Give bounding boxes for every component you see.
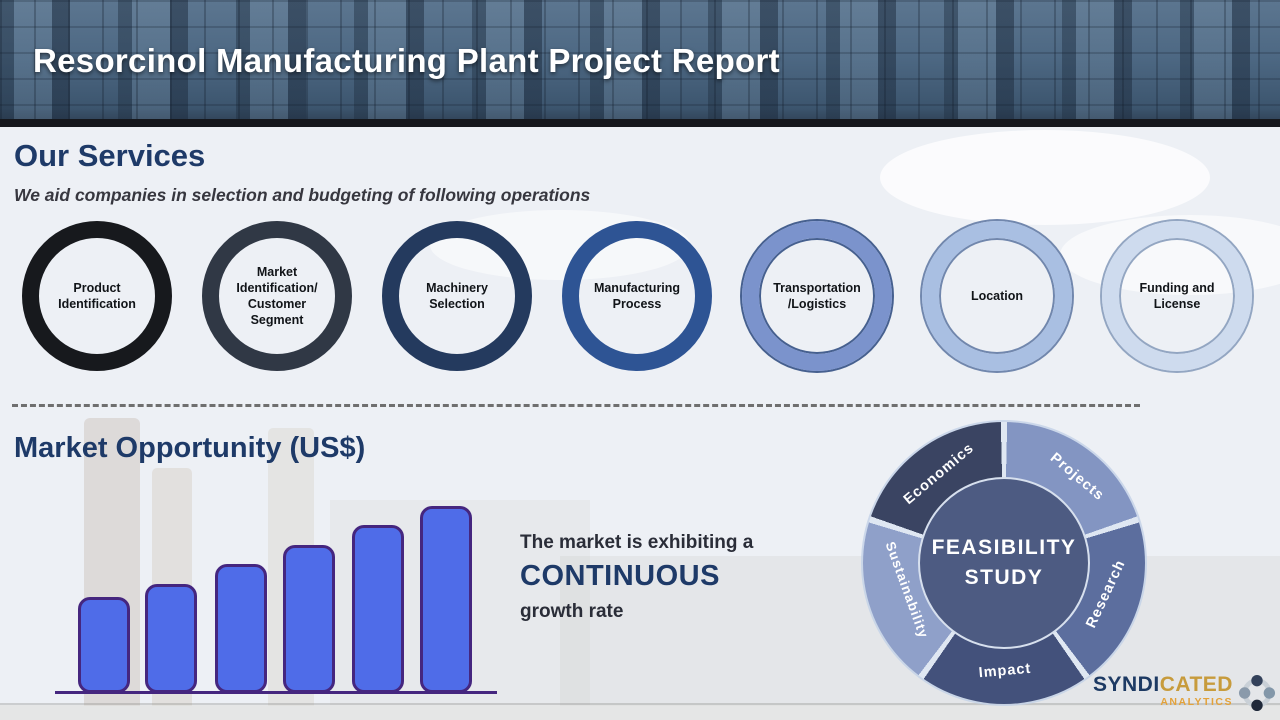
section-divider bbox=[12, 404, 1140, 407]
donut-center: FEASIBILITY STUDY bbox=[918, 477, 1090, 649]
growth-statement: The market is exhibiting a CONTINUOUS gr… bbox=[520, 532, 753, 623]
market-opportunity-heading: Market Opportunity (US$) bbox=[14, 432, 366, 464]
bar bbox=[420, 506, 472, 693]
service-circle: Funding and License bbox=[1102, 221, 1252, 371]
service-circle: Market Identification/ Customer Segment bbox=[202, 221, 352, 371]
logo-text: SYNDICATED ANALYTICS bbox=[1093, 674, 1233, 708]
service-circle: Manufacturing Process bbox=[562, 221, 712, 371]
bar bbox=[352, 525, 404, 693]
service-circle: Product Identification bbox=[22, 221, 172, 371]
service-label: Location bbox=[970, 288, 1024, 303]
growth-statement-line3: growth rate bbox=[520, 601, 624, 622]
donut-segment-label-research: Research bbox=[1083, 557, 1129, 631]
background-cloud bbox=[880, 130, 1210, 225]
donut-center-label: FEASIBILITY STUDY bbox=[931, 535, 1077, 589]
service-label: Funding and License bbox=[1139, 280, 1215, 311]
bar bbox=[145, 584, 197, 693]
dots-circle-icon bbox=[1238, 674, 1276, 712]
service-label: Product Identification bbox=[58, 280, 136, 311]
service-label: Manufacturing Process bbox=[593, 280, 681, 311]
bar bbox=[78, 597, 130, 693]
bar bbox=[215, 564, 267, 693]
syndicated-analytics-logo: SYNDICATED ANALYTICS bbox=[1093, 674, 1276, 712]
background-ground-line bbox=[0, 703, 1280, 705]
services-heading: Our Services bbox=[14, 138, 206, 173]
service-circle: Transportation /Logistics bbox=[742, 221, 892, 371]
services-subtitle: We aid companies in selection and budget… bbox=[14, 185, 591, 205]
service-label: Machinery Selection bbox=[426, 280, 488, 311]
service-label: Market Identification/ Customer Segment bbox=[236, 264, 318, 328]
service-circle: Machinery Selection bbox=[382, 221, 532, 371]
service-label: Transportation /Logistics bbox=[773, 280, 861, 311]
bar bbox=[283, 545, 335, 693]
header-banner: Resorcinol Manufacturing Plant Project R… bbox=[0, 0, 1280, 127]
header-bottom-strip bbox=[0, 119, 1280, 127]
donut-segment-label-impact: Impact bbox=[978, 660, 1032, 682]
growth-statement-line1: The market is exhibiting a bbox=[520, 532, 754, 553]
background-ground-strip bbox=[0, 705, 1280, 720]
service-circle: Location bbox=[922, 221, 1072, 371]
growth-statement-emphasis: CONTINUOUS bbox=[520, 560, 720, 592]
page-title: Resorcinol Manufacturing Plant Project R… bbox=[33, 42, 780, 79]
bar-chart-axis bbox=[55, 691, 497, 694]
logo-subtitle: ANALYTICS bbox=[1160, 696, 1233, 708]
logo-name: SYNDICATED bbox=[1093, 673, 1233, 696]
bar-chart bbox=[55, 495, 500, 695]
